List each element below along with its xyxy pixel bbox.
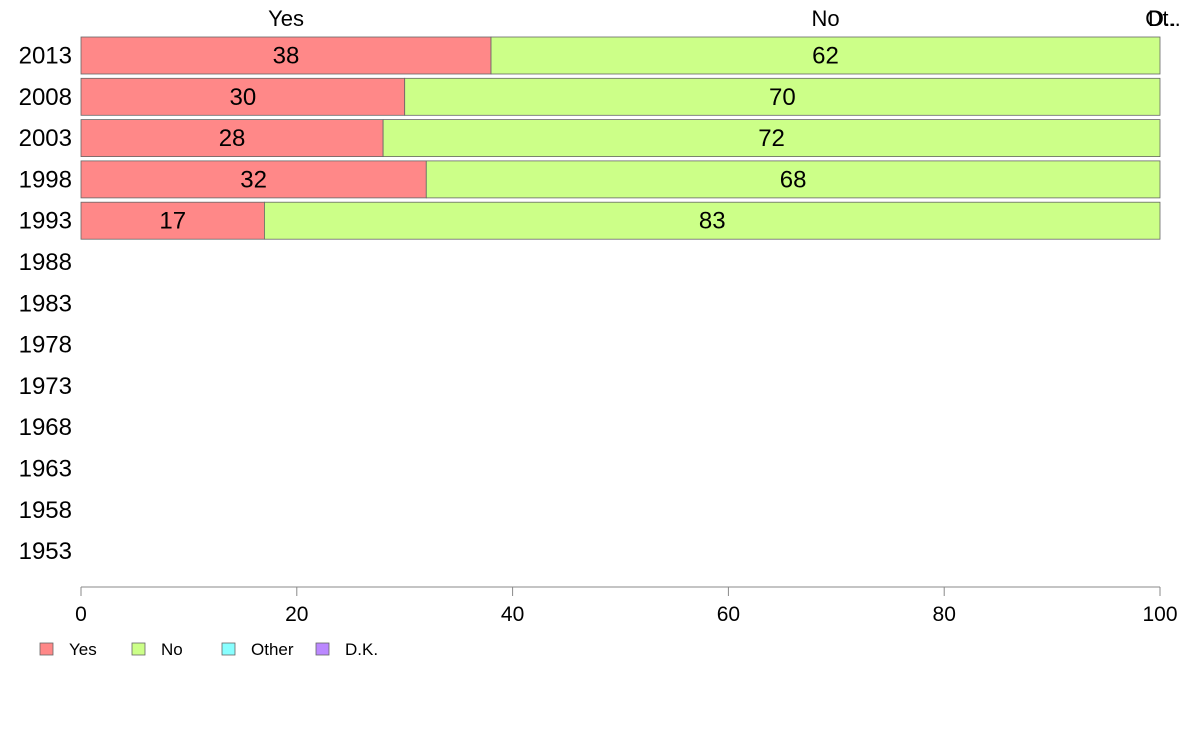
category-labels: 2013 2008 2003 1998 1993 1988 1983 1978 1973 1968…	[19, 43, 72, 566]
value-label-2008-no: 70	[769, 84, 796, 111]
x-axis: 0 20 40 60 80 100	[75, 586, 1178, 626]
legend-swatch-yes	[39, 642, 54, 656]
category-label-1978: 1978	[19, 332, 72, 359]
bar-2008-yes	[80, 77, 406, 116]
category-label-1998: 1998	[19, 166, 72, 193]
bar-1998-no	[425, 160, 1161, 199]
bar-2013-yes	[80, 36, 492, 75]
top-series-labels: Yes No D..Ot..	[268, 6, 1181, 31]
bar-2003-no	[382, 119, 1161, 157]
value-label-1998-yes: 32	[240, 166, 267, 193]
top-label-no: No	[811, 6, 839, 31]
category-label-2008: 2008	[19, 84, 72, 111]
top-label-other: Ot..	[1145, 6, 1180, 31]
legend-swatch-no	[131, 642, 146, 656]
x-tick-label-100: 100	[1142, 603, 1177, 626]
value-label-2008-yes: 30	[229, 84, 256, 111]
value-labels: 38 62 30 70 28 72 32 68 17 83	[159, 43, 838, 235]
bar-1993-no	[264, 201, 1161, 240]
bar-1993-yes	[80, 201, 265, 240]
x-tick-label-40: 40	[501, 603, 524, 626]
bar-2008-no	[404, 77, 1161, 116]
legend-label-other: Other	[251, 640, 294, 659]
legend: Yes No Other D.K.	[39, 640, 378, 659]
category-label-1993: 1993	[19, 208, 72, 235]
category-label-1963: 1963	[19, 456, 72, 483]
bars	[80, 36, 1161, 240]
x-tick-label-80: 80	[933, 603, 956, 626]
category-label-2013: 2013	[19, 43, 72, 70]
value-label-2013-yes: 38	[273, 43, 300, 70]
bar-1998-yes	[80, 160, 427, 199]
category-label-1968: 1968	[19, 414, 72, 441]
bar-2013-no	[490, 36, 1161, 75]
top-label-yes: Yes	[268, 6, 304, 31]
legend-swatch-d-k-	[315, 642, 330, 656]
category-label-1983: 1983	[19, 290, 72, 317]
value-label-1993-yes: 17	[159, 208, 186, 235]
legend-label-yes: Yes	[69, 640, 97, 659]
value-label-2013-no: 62	[812, 43, 839, 70]
value-label-1998-no: 68	[780, 166, 807, 193]
category-label-1958: 1958	[19, 497, 72, 524]
category-label-1973: 1973	[19, 373, 72, 400]
value-label-2003-yes: 28	[219, 125, 246, 152]
legend-label-no: No	[161, 640, 183, 659]
x-tick-label-0: 0	[75, 603, 87, 626]
x-tick-label-20: 20	[285, 603, 308, 626]
bar-2003-yes	[80, 119, 384, 157]
legend-swatch-other	[221, 642, 236, 656]
top-label-dk: D..	[1148, 6, 1176, 31]
category-label-2003: 2003	[19, 125, 72, 152]
x-tick-label-60: 60	[717, 603, 740, 626]
category-label-1953: 1953	[19, 538, 72, 565]
legend-label-d-k-: D.K.	[345, 640, 378, 659]
category-label-1988: 1988	[19, 249, 72, 276]
value-label-2003-no: 72	[758, 125, 785, 152]
value-label-1993-no: 83	[699, 208, 726, 235]
